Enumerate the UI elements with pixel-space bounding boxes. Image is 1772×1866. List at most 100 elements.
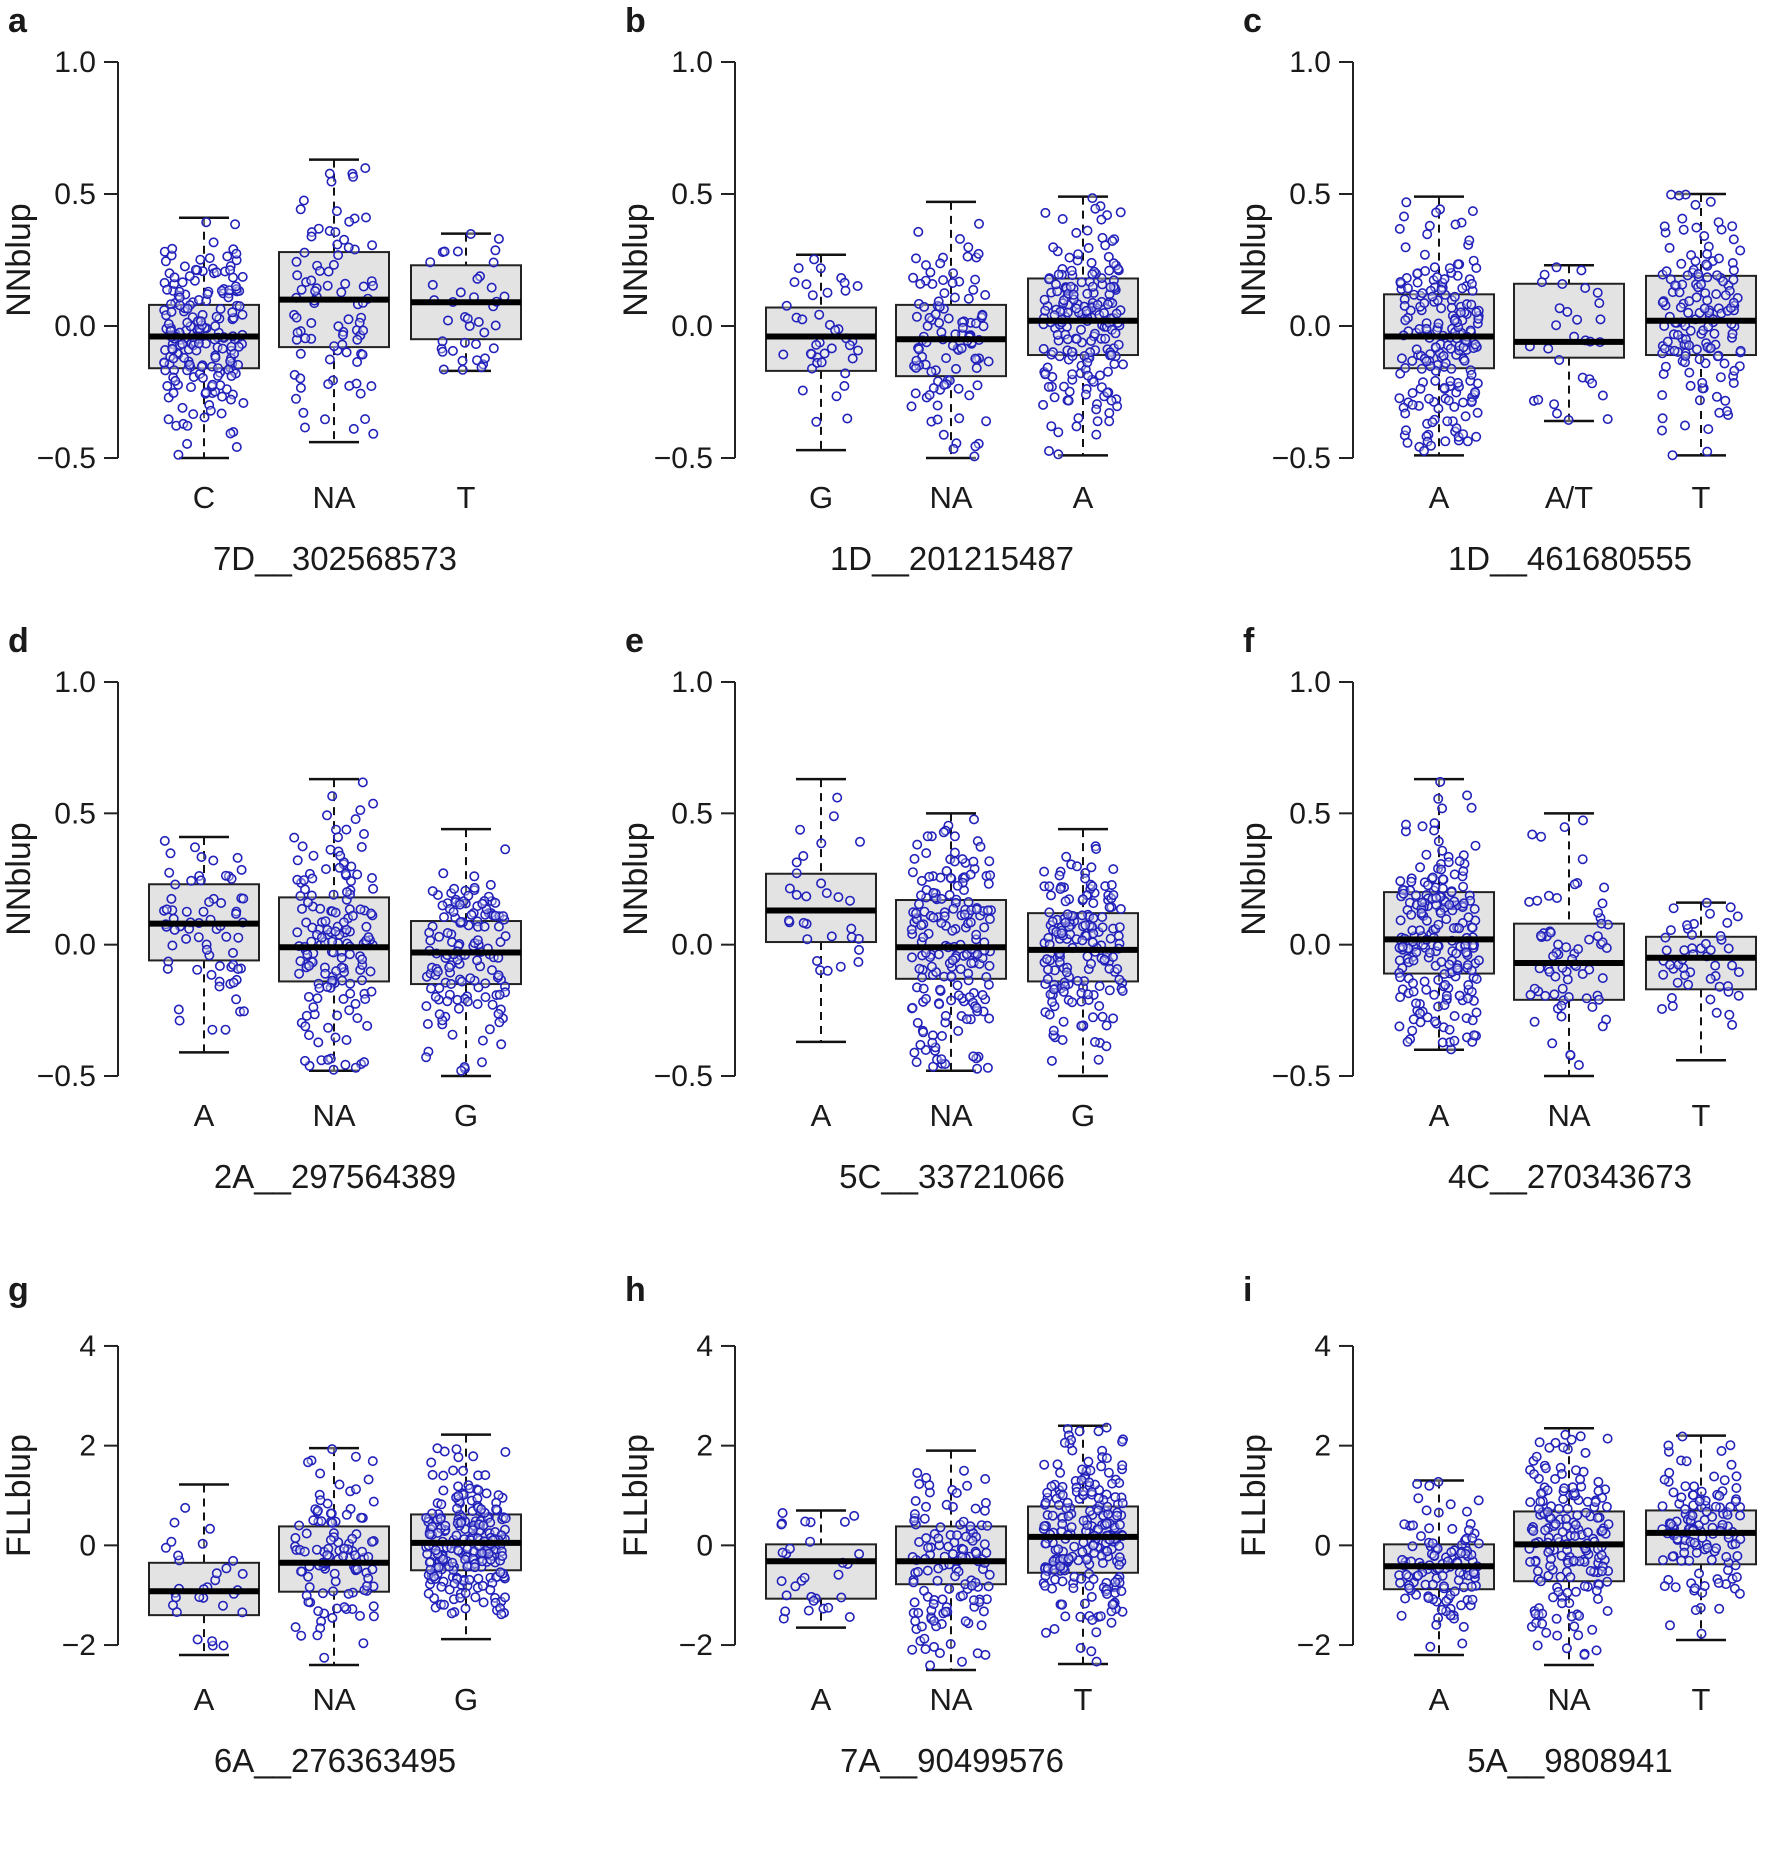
data-point <box>1421 849 1432 860</box>
y-axis-title: NNblup <box>1235 203 1273 316</box>
data-point <box>181 906 192 917</box>
interquartile-box <box>1645 935 1757 991</box>
data-point <box>1550 1519 1561 1530</box>
data-point <box>1395 992 1406 1003</box>
data-point <box>478 1597 489 1608</box>
data-point <box>920 1644 931 1655</box>
data-point <box>337 339 348 350</box>
data-point <box>1471 973 1482 984</box>
data-point <box>453 1003 464 1014</box>
data-point <box>1446 887 1457 898</box>
data-point <box>943 313 954 324</box>
data-point <box>944 1583 955 1594</box>
data-point <box>920 1501 931 1512</box>
data-point <box>1550 971 1561 982</box>
data-point <box>291 256 302 267</box>
data-point <box>1660 361 1671 372</box>
data-point <box>1657 1003 1668 1014</box>
data-point <box>1065 281 1076 292</box>
data-point <box>1394 223 1405 234</box>
data-point <box>1053 1500 1064 1511</box>
data-point <box>936 1031 947 1042</box>
data-point <box>911 311 922 322</box>
data-point <box>1597 898 1608 909</box>
data-point <box>950 363 961 374</box>
data-point <box>1446 302 1457 313</box>
data-point <box>434 983 445 994</box>
data-point <box>1413 1493 1424 1504</box>
data-point <box>1048 242 1059 253</box>
x-axis-title: 4C__270343673 <box>1448 1158 1692 1195</box>
data-point <box>1735 1534 1746 1545</box>
data-point <box>909 1597 920 1608</box>
data-point <box>1102 1589 1113 1600</box>
data-point <box>167 940 178 951</box>
data-point <box>1676 1492 1687 1503</box>
data-point <box>170 1592 181 1603</box>
data-point <box>1453 1575 1464 1586</box>
data-point <box>1466 278 1477 289</box>
data-point <box>1731 1471 1742 1482</box>
x-axis-title: 7A__90499576 <box>840 1742 1064 1779</box>
data-point <box>1087 193 1098 204</box>
data-point <box>170 879 181 890</box>
data-point <box>296 1630 307 1641</box>
data-point <box>801 279 812 290</box>
data-point <box>1427 1538 1438 1549</box>
data-point <box>1044 907 1055 918</box>
data-point <box>1458 397 1469 408</box>
data-point <box>1105 282 1116 293</box>
data-point <box>230 219 241 230</box>
data-point <box>1424 947 1435 958</box>
data-point <box>981 1547 992 1558</box>
data-point <box>472 273 483 284</box>
data-point <box>192 1634 203 1645</box>
data-point <box>485 879 496 890</box>
data-point <box>345 978 356 989</box>
data-point <box>1684 340 1695 351</box>
data-point <box>451 1530 462 1541</box>
data-point <box>1396 353 1407 364</box>
data-point <box>490 897 501 908</box>
data-point <box>424 1557 435 1568</box>
data-point <box>1095 370 1106 381</box>
data-point <box>1530 1608 1541 1619</box>
data-point <box>1565 1572 1576 1583</box>
data-point <box>979 922 990 933</box>
data-point <box>1535 1496 1546 1507</box>
data-point <box>328 259 339 270</box>
data-point <box>480 992 491 1003</box>
data-points <box>1039 841 1128 1066</box>
data-point <box>1454 923 1465 934</box>
data-point <box>237 309 248 320</box>
data-point <box>1104 416 1115 427</box>
data-point <box>366 872 377 883</box>
data-point <box>1696 1628 1707 1639</box>
data-points <box>1657 1431 1746 1639</box>
data-point <box>1082 288 1093 299</box>
y-tick-label: 4 <box>696 1330 713 1363</box>
data-point <box>1712 351 1723 362</box>
data-point <box>1602 414 1613 425</box>
data-point <box>1431 207 1442 218</box>
data-point <box>1087 281 1098 292</box>
data-point <box>299 1546 310 1557</box>
data-point <box>216 897 227 908</box>
data-point <box>1088 1540 1099 1551</box>
data-point <box>1396 1610 1407 1621</box>
data-point <box>909 1515 920 1526</box>
data-point <box>322 1498 333 1509</box>
data-point <box>1467 206 1478 217</box>
y-tick-label: 0.5 <box>671 178 713 211</box>
data-point <box>465 229 476 240</box>
data-point <box>477 1580 488 1591</box>
data-point <box>1535 1576 1546 1587</box>
data-point <box>334 1479 345 1490</box>
data-point <box>1083 989 1094 1000</box>
data-point <box>928 1641 939 1652</box>
data-point <box>1436 303 1447 314</box>
data-point <box>472 935 483 946</box>
data-point <box>1674 287 1685 298</box>
data-point <box>1093 1426 1104 1437</box>
data-point <box>430 1602 441 1613</box>
